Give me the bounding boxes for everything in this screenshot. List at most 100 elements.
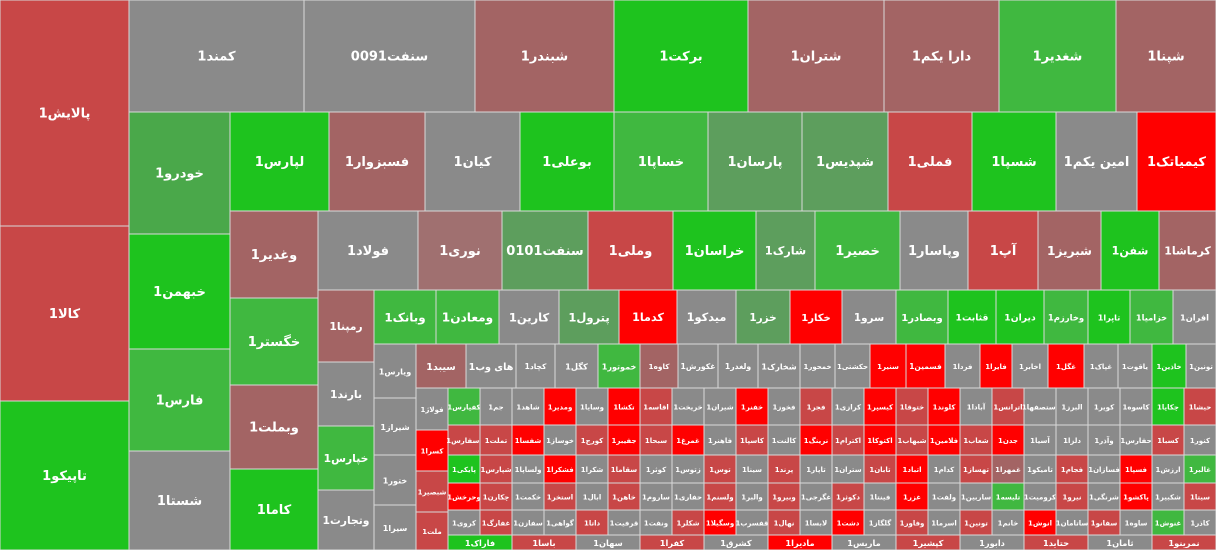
- tile[interactable]: [1151, 534, 1216, 550]
- tile[interactable]: [373, 454, 417, 506]
- tile[interactable]: [991, 387, 1025, 426]
- tile[interactable]: [831, 454, 865, 484]
- tile[interactable]: [927, 454, 961, 484]
- tile[interactable]: [575, 424, 609, 456]
- tile[interactable]: [767, 387, 801, 426]
- tile[interactable]: [128, 111, 231, 235]
- tile[interactable]: [703, 509, 737, 536]
- tile[interactable]: [613, 111, 709, 212]
- tile[interactable]: [519, 111, 615, 212]
- tile[interactable]: [424, 111, 521, 212]
- tile[interactable]: [1087, 509, 1121, 536]
- tile[interactable]: [511, 424, 545, 456]
- tile[interactable]: [128, 233, 231, 350]
- tile[interactable]: [801, 111, 889, 212]
- tile[interactable]: [735, 289, 791, 345]
- tile[interactable]: [607, 424, 641, 456]
- tile[interactable]: [863, 387, 897, 426]
- tile[interactable]: [373, 343, 417, 399]
- tile[interactable]: [303, 0, 476, 113]
- tile[interactable]: [959, 482, 993, 511]
- tile[interactable]: [747, 0, 885, 113]
- tile[interactable]: [883, 0, 1000, 113]
- tile[interactable]: [373, 289, 437, 345]
- tile[interactable]: [558, 289, 620, 345]
- tile[interactable]: [417, 210, 503, 291]
- tile[interactable]: [229, 210, 319, 299]
- tile[interactable]: [927, 424, 961, 456]
- tile[interactable]: [991, 482, 1025, 511]
- tile[interactable]: [1055, 424, 1089, 456]
- tile[interactable]: [1172, 289, 1216, 345]
- tile[interactable]: [1119, 424, 1153, 456]
- tile[interactable]: [1023, 509, 1057, 536]
- tile[interactable]: [735, 454, 769, 484]
- tile[interactable]: [317, 489, 375, 550]
- tile[interactable]: [607, 387, 641, 426]
- tile[interactable]: [328, 111, 426, 212]
- tile[interactable]: [991, 454, 1025, 484]
- tile[interactable]: [991, 509, 1025, 536]
- tile[interactable]: [515, 343, 556, 389]
- tile[interactable]: [841, 289, 897, 345]
- tile[interactable]: [415, 387, 449, 431]
- tile[interactable]: [959, 454, 993, 484]
- tile[interactable]: [971, 111, 1057, 212]
- tile[interactable]: [947, 289, 997, 345]
- tile[interactable]: [959, 387, 993, 426]
- tile[interactable]: [1158, 210, 1216, 291]
- tile[interactable]: [671, 387, 705, 426]
- tile[interactable]: [1011, 343, 1049, 389]
- tile[interactable]: [735, 509, 769, 536]
- tile[interactable]: [834, 343, 871, 389]
- tile[interactable]: [1023, 424, 1057, 456]
- tile[interactable]: [1087, 482, 1121, 511]
- tile[interactable]: [676, 289, 737, 345]
- tile[interactable]: [887, 111, 973, 212]
- tile[interactable]: [869, 343, 907, 389]
- tile[interactable]: [0, 0, 130, 227]
- tile[interactable]: [1183, 482, 1216, 511]
- tile[interactable]: [128, 450, 231, 550]
- tile[interactable]: [317, 361, 375, 427]
- tile[interactable]: [1183, 424, 1216, 456]
- tile[interactable]: [511, 509, 545, 536]
- tile[interactable]: [447, 482, 481, 511]
- tile[interactable]: [639, 424, 673, 456]
- tile[interactable]: [1151, 424, 1185, 456]
- tile[interactable]: [1119, 454, 1153, 484]
- tile[interactable]: [618, 289, 678, 345]
- tile[interactable]: [317, 210, 419, 291]
- tile[interactable]: [899, 210, 969, 291]
- tile[interactable]: [1183, 387, 1216, 426]
- tile[interactable]: [613, 0, 749, 113]
- tile[interactable]: [717, 343, 759, 389]
- tile[interactable]: [229, 297, 319, 386]
- tile[interactable]: [575, 387, 609, 426]
- tile[interactable]: [575, 454, 609, 484]
- tile[interactable]: [479, 509, 513, 536]
- tile[interactable]: [905, 343, 946, 389]
- tile[interactable]: [1055, 387, 1089, 426]
- tile[interactable]: [229, 111, 330, 212]
- tile[interactable]: [1100, 210, 1160, 291]
- tile[interactable]: [767, 454, 801, 484]
- tile[interactable]: [814, 210, 901, 291]
- tile[interactable]: [789, 289, 843, 345]
- tile[interactable]: [1055, 509, 1089, 536]
- tile[interactable]: [1151, 509, 1185, 536]
- tile[interactable]: [447, 424, 481, 456]
- tile[interactable]: [128, 0, 305, 113]
- tile[interactable]: [1129, 289, 1174, 345]
- tile[interactable]: [0, 225, 130, 402]
- tile[interactable]: [1087, 289, 1131, 345]
- tile[interactable]: [0, 400, 130, 550]
- tile[interactable]: [597, 343, 641, 389]
- tile[interactable]: [863, 424, 897, 456]
- tile[interactable]: [895, 482, 929, 511]
- tile[interactable]: [1136, 111, 1216, 212]
- tile[interactable]: [373, 504, 417, 550]
- tile[interactable]: [1183, 454, 1216, 484]
- tile[interactable]: [415, 429, 449, 472]
- tile[interactable]: [229, 468, 319, 550]
